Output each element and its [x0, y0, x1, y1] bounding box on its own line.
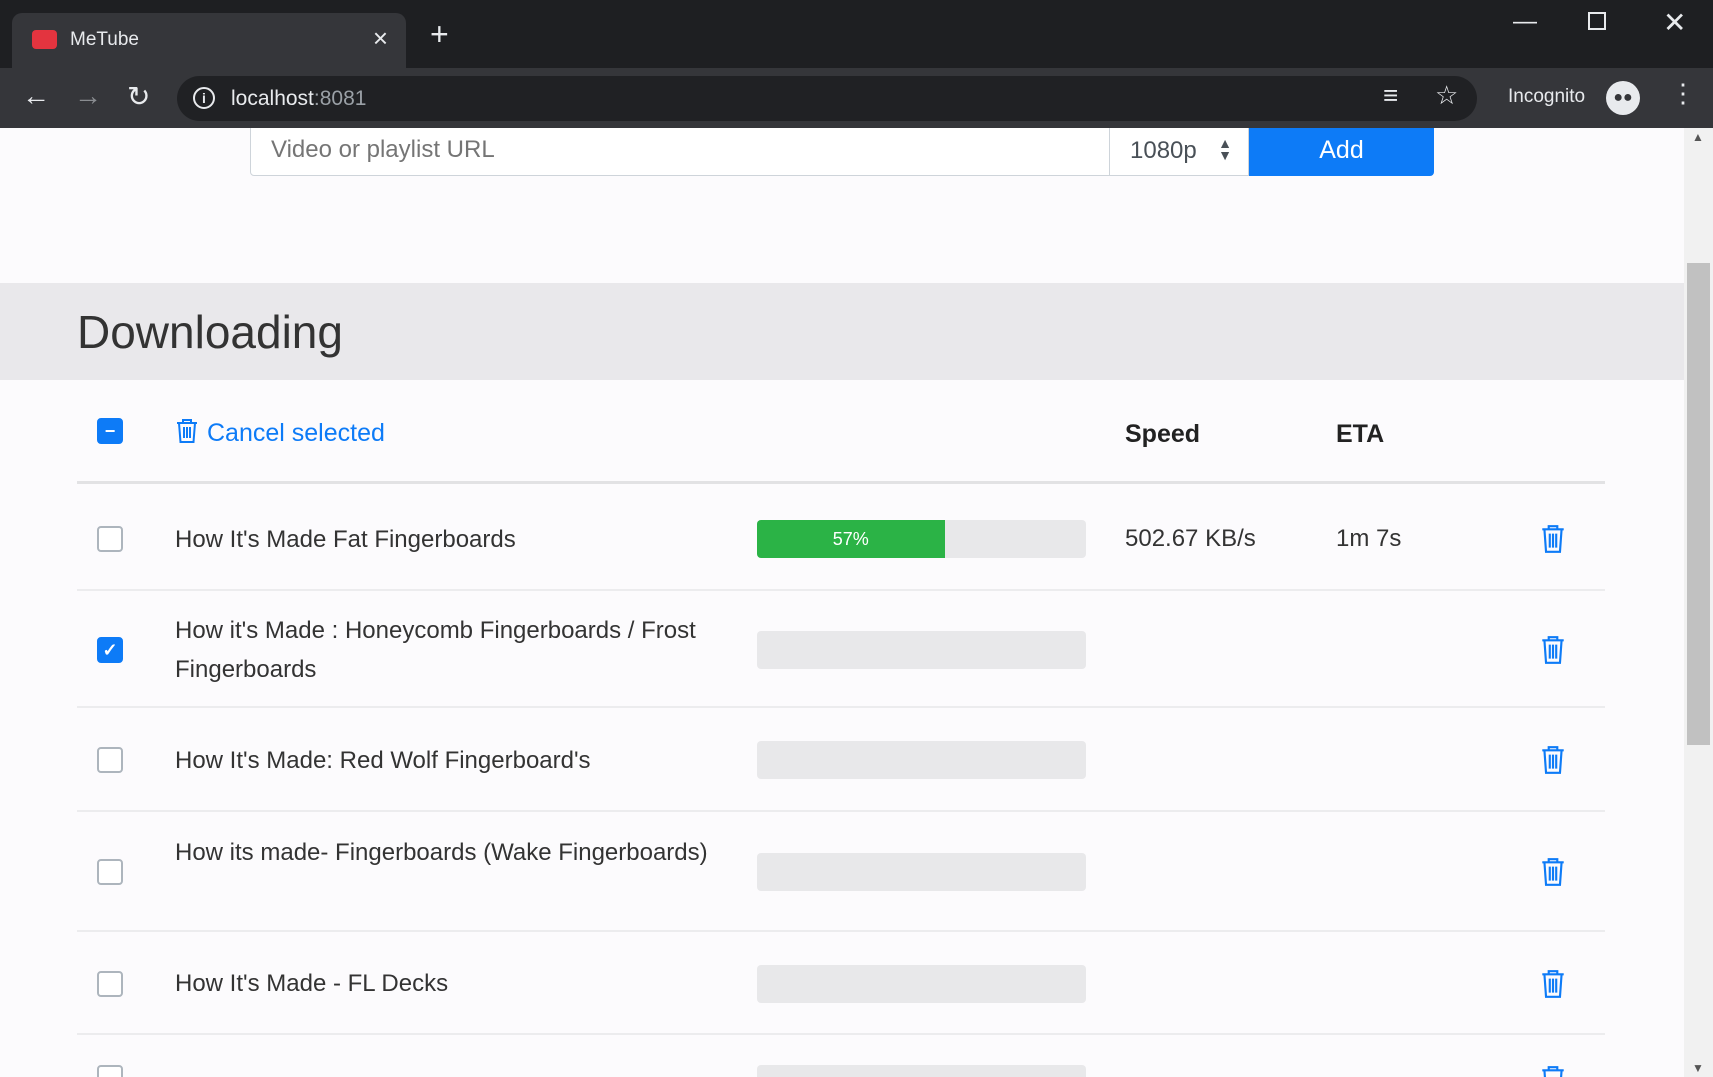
- download-eta: 1m 7s: [1336, 525, 1402, 552]
- url-input[interactable]: [250, 128, 1110, 176]
- site-info-icon[interactable]: i: [193, 87, 215, 109]
- delete-trash-icon[interactable]: [1540, 524, 1566, 554]
- progress-bar: [757, 741, 1086, 779]
- download-row: How It's Made: Red Wolf Fingerboard's: [77, 708, 1605, 812]
- progress-fill: 57%: [757, 520, 945, 558]
- scroll-up-icon[interactable]: ▲: [1692, 130, 1704, 144]
- reload-icon[interactable]: ↻: [127, 81, 151, 112]
- progress-bar: [757, 964, 1086, 1003]
- scroll-down-icon[interactable]: ▼: [1692, 1061, 1704, 1075]
- close-window-icon[interactable]: ✕: [1663, 7, 1687, 38]
- delete-trash-icon[interactable]: [1540, 745, 1566, 775]
- back-icon[interactable]: ←: [22, 80, 50, 111]
- reading-list-icon[interactable]: ≡: [1383, 80, 1399, 110]
- speed-header: Speed: [1125, 420, 1201, 448]
- quality-value: 1080p: [1130, 137, 1197, 164]
- section-header: Downloading: [0, 283, 1684, 380]
- address-bar[interactable]: i localhost:8081: [177, 76, 1477, 121]
- row-checkbox[interactable]: ✓: [97, 636, 123, 663]
- add-button[interactable]: Add: [1249, 128, 1434, 176]
- metube-favicon-icon: [32, 30, 57, 49]
- incognito-icon[interactable]: ●●: [1606, 81, 1640, 115]
- download-row-partial: [77, 1035, 1605, 1077]
- download-row: How its made- Fingerboards (Wake Fingerb…: [77, 812, 1605, 932]
- minimize-icon[interactable]: —: [1513, 8, 1537, 35]
- page-content: 1080p ▲▼ Add Downloading − Cancel selecte…: [0, 128, 1684, 1077]
- progress-bar: [757, 853, 1086, 891]
- cancel-selected-label: Cancel selected: [207, 419, 385, 447]
- select-arrows-icon: ▲ ▼: [1218, 135, 1232, 163]
- url-port: :8081: [313, 87, 367, 110]
- section-title: Downloading: [77, 306, 343, 358]
- close-tab-icon[interactable]: ×: [372, 23, 388, 53]
- delete-trash-icon[interactable]: [1540, 1065, 1566, 1077]
- forward-icon[interactable]: →: [74, 80, 102, 111]
- trash-icon: [177, 419, 197, 443]
- maximize-icon[interactable]: [1588, 12, 1606, 30]
- download-row: ✓ How it's Made : Honeycomb Fingerboards …: [77, 591, 1605, 708]
- tab-title: MeTube: [70, 29, 139, 50]
- table-header: − Cancel selected Speed ETA: [77, 390, 1605, 484]
- download-title: How It's Made: Red Wolf Fingerboard's: [175, 746, 591, 774]
- tab-bar: MeTube × + — ✕: [0, 0, 1713, 68]
- progress-bar: 57%: [757, 520, 1086, 558]
- row-checkbox[interactable]: [97, 1065, 123, 1077]
- browser-tab[interactable]: MeTube ×: [12, 13, 406, 68]
- download-row: How It's Made Fat Fingerboards 57% 502.67 …: [77, 487, 1605, 591]
- quality-select[interactable]: 1080p ▲ ▼: [1109, 128, 1249, 176]
- delete-trash-icon[interactable]: [1540, 969, 1566, 999]
- bookmark-star-icon[interactable]: ☆: [1435, 80, 1459, 110]
- browser-toolbar: ← → ↻ i localhost:8081 ≡ ☆ Incognito ●● …: [0, 68, 1713, 128]
- cancel-selected-button[interactable]: Cancel selected: [175, 418, 385, 448]
- progress-bar: [757, 630, 1086, 669]
- select-all-checkbox[interactable]: −: [97, 418, 123, 444]
- scrollbar-thumb[interactable]: [1687, 263, 1710, 745]
- row-checkbox[interactable]: [97, 859, 123, 885]
- url-host: localhost: [231, 87, 314, 110]
- new-tab-icon[interactable]: +: [430, 16, 449, 52]
- scrollbar[interactable]: ▲ ▼: [1684, 128, 1713, 1077]
- download-title: How It's Made Fat Fingerboards: [175, 525, 516, 553]
- download-speed: 502.67 KB/s: [1125, 525, 1256, 552]
- download-title: How its made- Fingerboards (Wake Fingerb…: [175, 839, 708, 866]
- row-checkbox[interactable]: [97, 526, 123, 552]
- row-checkbox[interactable]: [97, 970, 123, 997]
- eta-header: ETA: [1336, 420, 1385, 448]
- download-title: How it's Made : Honeycomb Fingerboards /…: [175, 616, 696, 683]
- download-row: How It's Made - FL Decks: [77, 932, 1605, 1035]
- incognito-label: Incognito: [1508, 86, 1586, 107]
- menu-dots-icon[interactable]: ⋮: [1670, 78, 1696, 108]
- progress-bar: [757, 1065, 1086, 1077]
- row-checkbox[interactable]: [97, 747, 123, 773]
- download-title: How It's Made - FL Decks: [175, 970, 449, 997]
- delete-trash-icon[interactable]: [1540, 857, 1566, 887]
- delete-trash-icon[interactable]: [1540, 635, 1566, 665]
